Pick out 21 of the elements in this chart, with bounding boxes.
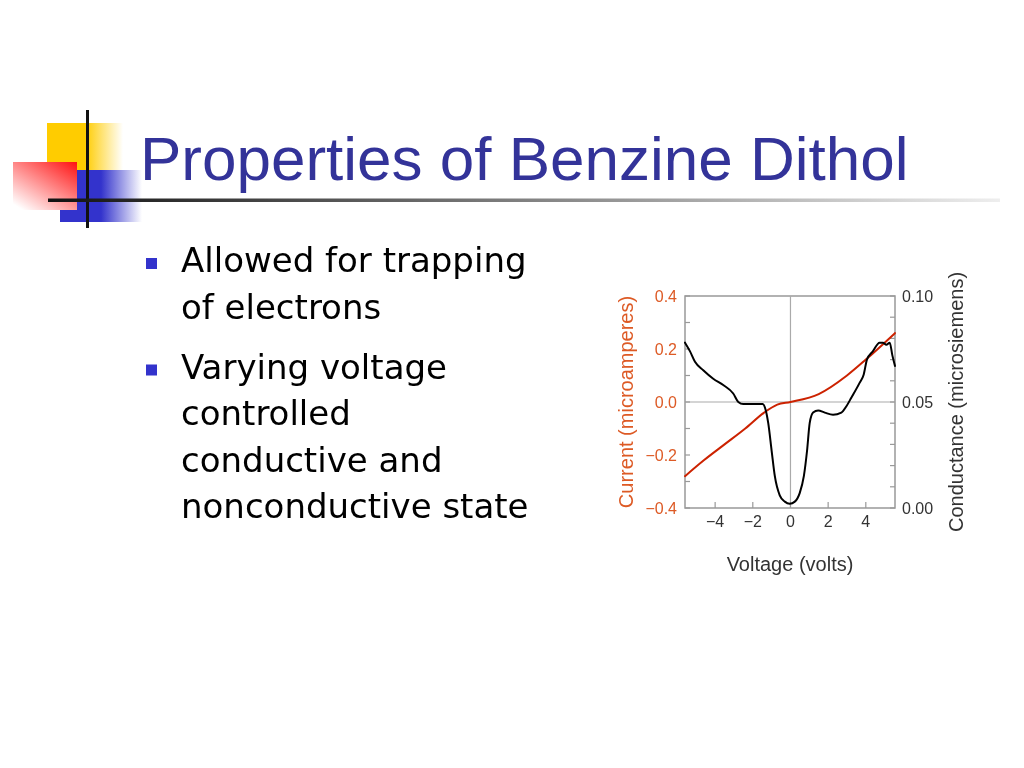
y2-tick-label: 0.10 xyxy=(902,287,934,305)
text: Properties of Benzine Dithol xyxy=(140,124,909,193)
line-series xyxy=(684,341,896,505)
y-tick-label: −0.4 xyxy=(645,499,678,517)
y2-axis-title: Conductance (microsiemens) xyxy=(945,271,967,533)
y2-tick-label: 0.05 xyxy=(902,393,934,411)
text: Allowed for trapping of electrons xyxy=(181,240,527,327)
x-tick-label: 4 xyxy=(861,513,871,530)
y-tick-label: 0.4 xyxy=(654,287,678,305)
y-tick-label: −0.2 xyxy=(645,446,678,464)
line-series xyxy=(684,332,896,478)
x-tick-label: 2 xyxy=(823,513,833,530)
y-tick-label: 0.2 xyxy=(654,340,678,358)
y2-tick-label: 0.00 xyxy=(902,499,934,517)
x-axis-title: Voltage (volts) xyxy=(726,553,854,575)
text: Varying voltage controlled conductive and nonconductive state xyxy=(181,346,529,526)
y-axis-title: Current (microamperes) xyxy=(615,295,637,509)
x-tick-label: 0 xyxy=(786,513,796,530)
x-tick-label: −4 xyxy=(706,513,725,530)
x-tick-label: −2 xyxy=(743,513,763,530)
y-tick-label: 0.0 xyxy=(654,393,678,411)
